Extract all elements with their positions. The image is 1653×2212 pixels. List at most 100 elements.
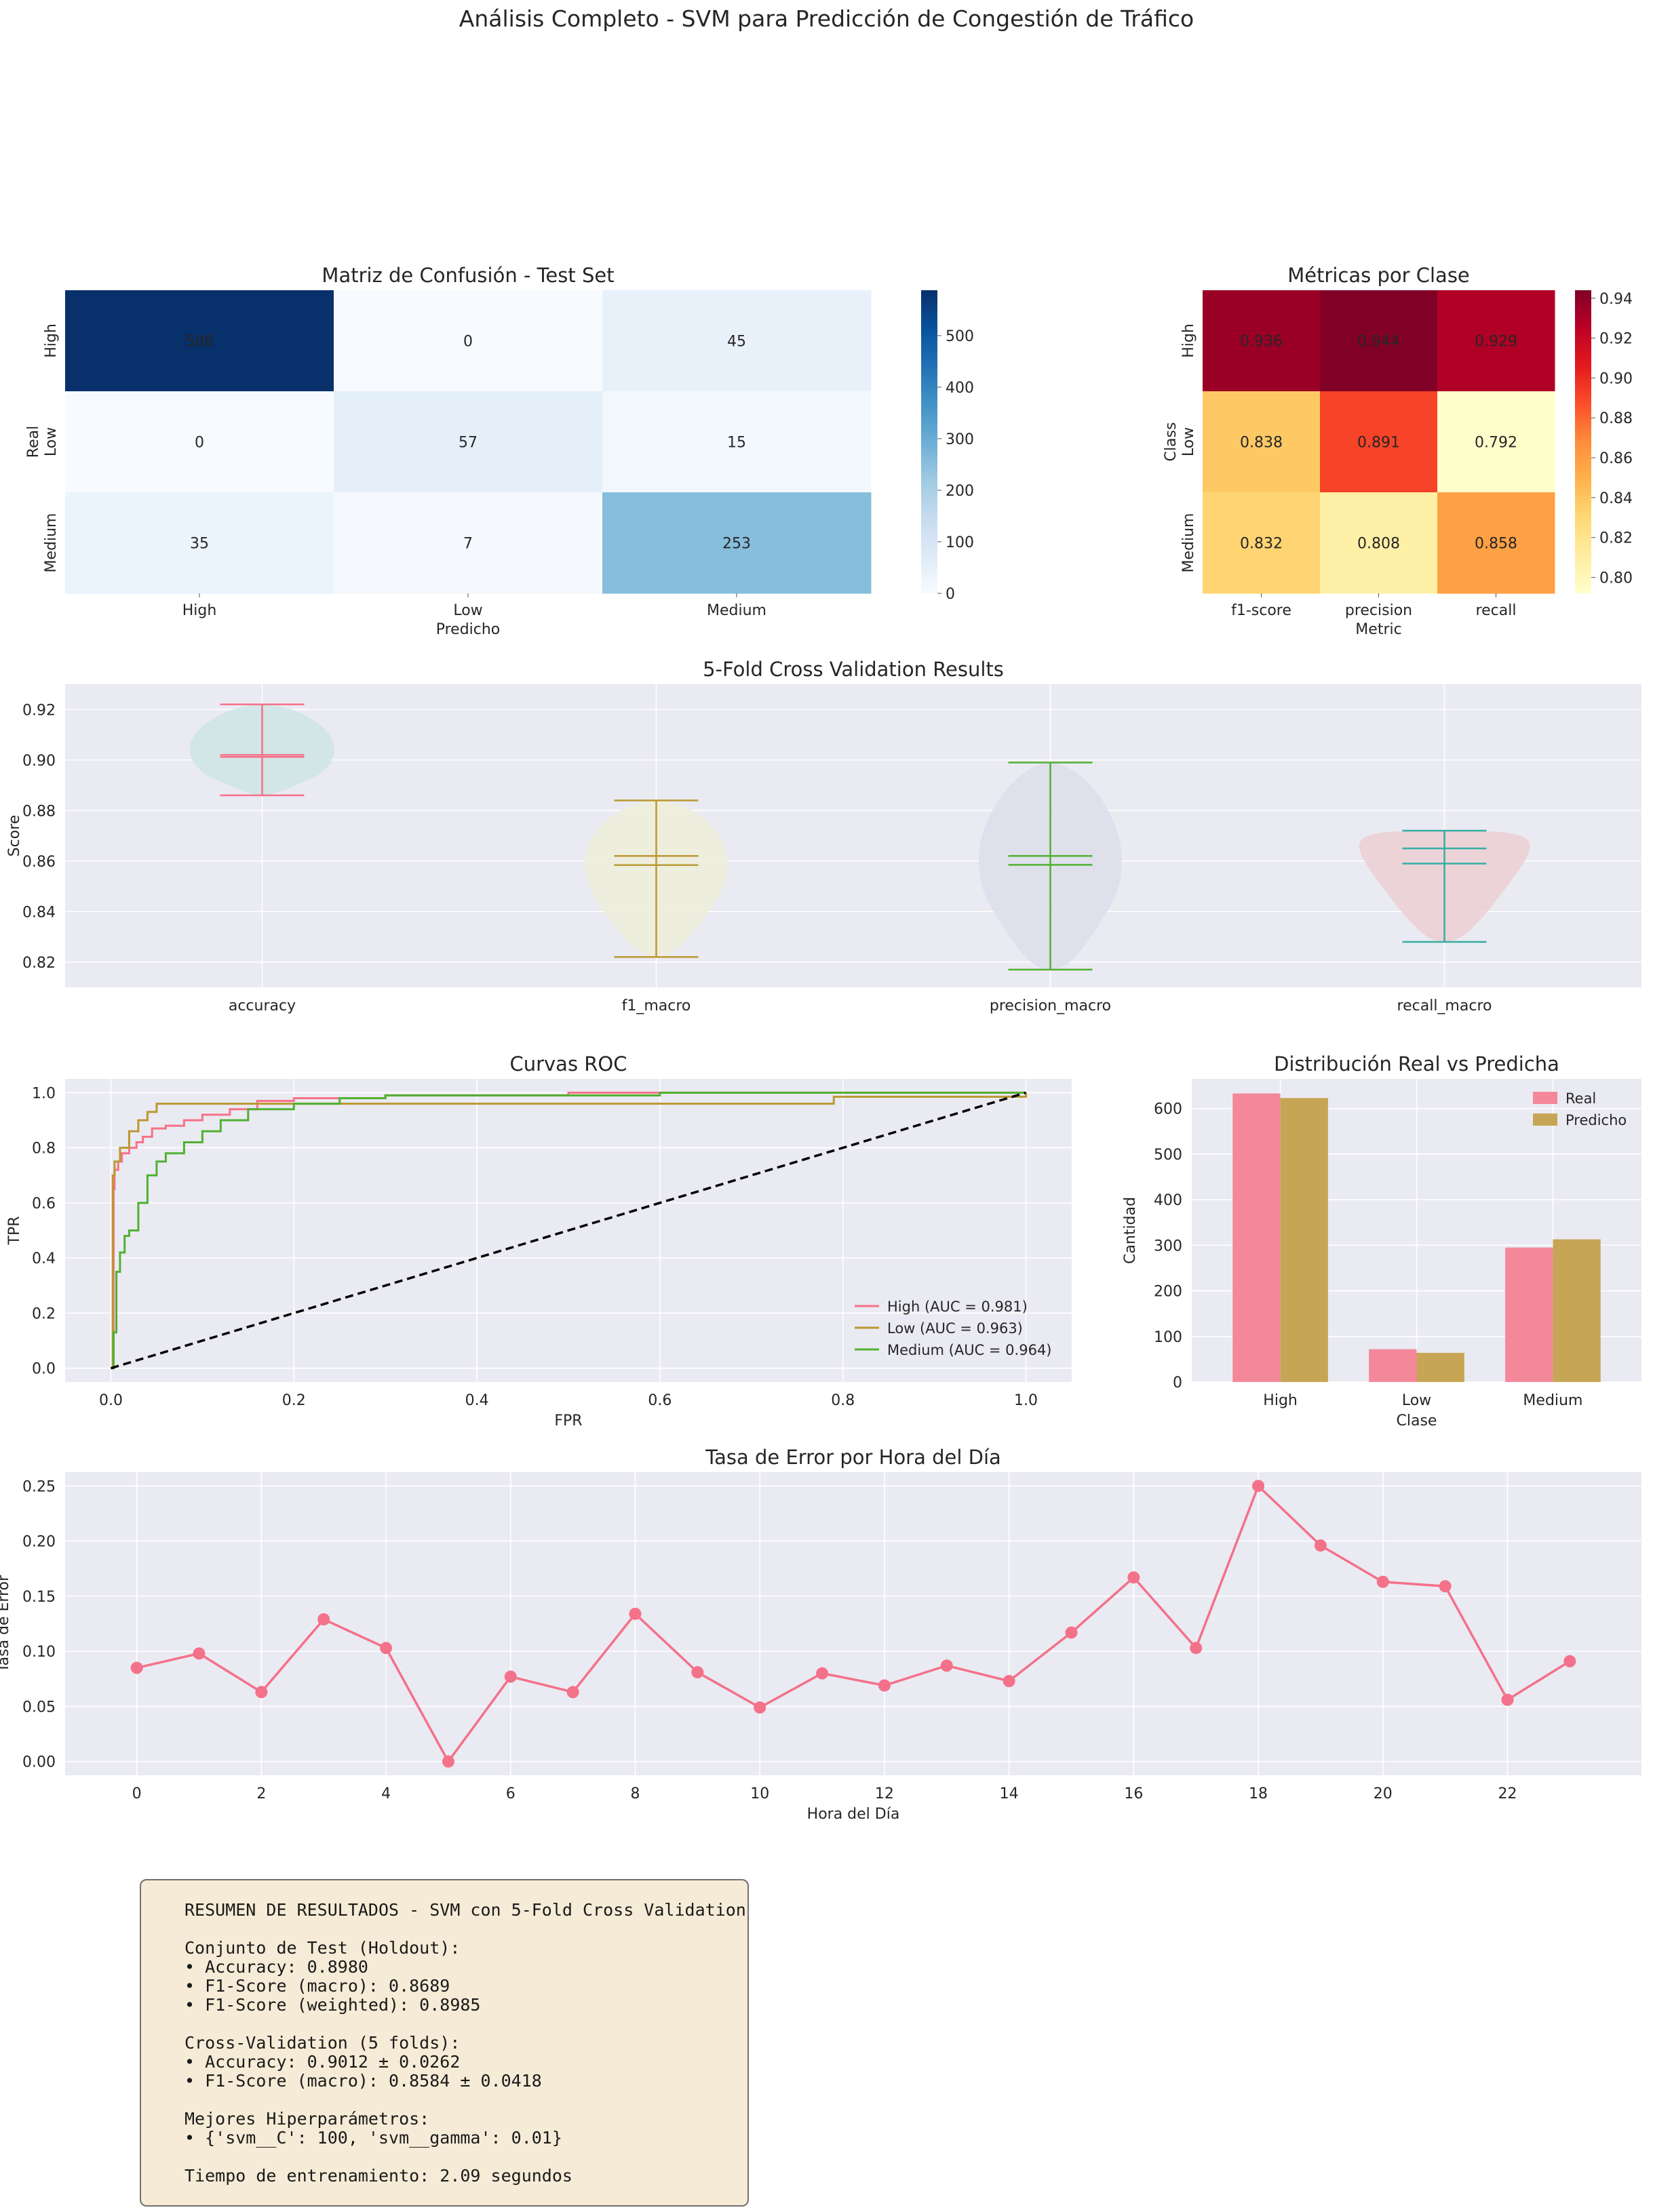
cv-violin-group: 5-Fold Cross Validation Results 0.82 0.84 0… [6,658,1641,1014]
confusion-matrix-cell-label: 57 [459,435,478,452]
roc-xlabel: FPR [554,1413,582,1429]
distribution-ytick-label: 100 [1154,1329,1182,1346]
class-metrics-cell-label: 0.936 [1240,334,1283,351]
distribution-group: Distribución Real vs Predicha 0 100 200 300 4… [1122,1052,1641,1429]
class-metrics-colorbar-label: 0.82 [1599,530,1633,547]
class-metrics-col-label: precision [1345,602,1412,619]
class-metrics-cell [1320,492,1438,594]
confusion-matrix-title: Matriz de Confusión - Test Set [322,264,614,287]
class-metrics-col-label: recall [1476,602,1517,619]
distribution-ytick-label: 500 [1154,1147,1182,1164]
confusion-matrix-col-label: Low [453,602,482,619]
roc-group: Curvas ROC 0.0 0.2 0.4 0.6 0.8 1.0 0.0 0.2 0.4 0.6… [6,1052,1072,1429]
error-rate-xtick-label: 12 [875,1785,894,1802]
error-rate-point [130,1661,143,1674]
confusion-matrix-colorbar-label: 300 [946,431,974,448]
cv-violin-ytick-label: 0.86 [22,854,56,871]
error-rate-point [255,1686,268,1699]
error-rate-xtick-label: 22 [1498,1785,1517,1802]
distribution-legend-label: Predicho [1566,1112,1627,1128]
distribution-bar [1505,1247,1553,1382]
error-rate-point [193,1647,206,1660]
error-rate-point [1314,1539,1327,1552]
cv-violin-ytick-label: 0.82 [22,955,56,972]
confusion-matrix-cell [334,290,603,392]
summary-line: • F1-Score (macro): 0.8689 [184,1976,450,1996]
cv-violin-ylabel: Score [6,815,23,857]
distribution-bar [1416,1352,1464,1382]
confusion-matrix-cell [602,290,872,392]
roc-xtick-label: 0.2 [282,1392,306,1409]
confusion-matrix-cell-label: 0 [195,435,204,452]
confusion-matrix-colorbar-label: 400 [946,380,974,397]
error-rate-point [317,1613,330,1625]
summary-line: • F1-Score (weighted): 0.8985 [184,1995,481,2015]
confusion-matrix-xlabel: Predicho [436,621,501,638]
confusion-matrix-cell [65,391,334,493]
error-rate-point [1003,1675,1015,1688]
distribution-xtick-label: Medium [1523,1392,1582,1409]
class-metrics-col-label: f1-score [1231,602,1291,619]
class-metrics-title: Métricas por Clase [1287,264,1470,287]
confusion-matrix-ylabel: Real [25,426,42,458]
distribution-legend-swatch [1533,1092,1557,1104]
confusion-matrix-row-label: Medium [43,513,60,573]
error-rate-point [442,1755,454,1768]
roc-ytick-label: 1.0 [32,1085,56,1102]
class-metrics-colorbar-label: 0.84 [1599,490,1633,507]
error-rate-ytick-label: 0.10 [22,1644,56,1661]
roc-title: Curvas ROC [509,1052,627,1075]
summary-line: • {'svm__C': 100, 'svm__gamma': 0.01} [184,2128,562,2148]
roc-ytick-label: 0.0 [32,1361,56,1378]
distribution-ytick-label: 400 [1154,1192,1182,1209]
class-metrics-colorbar-label: 0.88 [1599,410,1633,427]
class-metrics-colorbar-label: 0.92 [1599,331,1633,348]
error-rate-point [1439,1580,1452,1593]
cv-violin-ytick-label: 0.90 [22,753,56,770]
confusion-matrix-row-label: Low [43,427,60,456]
class-metrics-cell-label: 0.891 [1357,435,1400,452]
class-metrics-cell [1320,290,1438,392]
distribution-bar [1553,1239,1601,1382]
summary-line [184,2015,747,2034]
confusion-matrix-col-label: High [182,602,217,619]
class-metrics-cell [1437,391,1555,493]
roc-ytick-label: 0.6 [32,1196,56,1212]
error-rate-point [754,1701,766,1714]
error-rate-ylabel: Tasa de Error [0,1575,12,1673]
error-rate-ytick-label: 0.05 [22,1699,56,1716]
roc-series-line [111,1092,1028,1370]
error-rate-xtick-label: 20 [1374,1785,1393,1802]
distribution-ytick-label: 600 [1154,1101,1182,1118]
error-rate-xtick-label: 10 [750,1785,769,1802]
summary-line: • Accuracy: 0.8980 [184,1957,368,1977]
cv-violin-ytick-label: 0.92 [22,702,56,719]
summary-box: RESUMEN DE RESULTADOS - SVM con 5-Fold C… [140,1879,749,2207]
confusion-matrix-row-label: High [43,323,60,358]
cv-violin-ytick-label: 0.88 [22,803,56,820]
summary-line: • F1-Score (macro): 0.8584 ± 0.0418 [184,2071,542,2091]
cv-violin-xtick-label: recall_macro [1397,998,1492,1014]
error-rate-ytick-label: 0.00 [22,1754,56,1771]
class-metrics-colorbar-label: 0.94 [1599,291,1633,308]
roc-ytick-label: 0.8 [32,1141,56,1158]
figure-title: Análisis Completo - SVM para Predicción … [459,5,1194,32]
distribution-legend-label: Real [1566,1090,1596,1107]
confusion-matrix-cell-label: 253 [722,536,751,553]
error-rate-ytick-label: 0.20 [22,1534,56,1551]
class-metrics-cell [1437,492,1555,594]
confusion-matrix-cell-label: 45 [727,334,746,351]
confusion-matrix-colorbar-label: 200 [946,483,974,500]
summary-line: RESUMEN DE RESULTADOS - SVM con 5-Fold C… [184,1900,746,1920]
error-rate-point [1190,1642,1203,1655]
class-metrics-colorbar-label: 0.86 [1599,450,1633,467]
class-metrics-cell-label: 0.832 [1240,536,1283,553]
roc-xtick-label: 1.0 [1014,1392,1038,1409]
class-metrics-cell [1203,391,1321,493]
class-metrics-cell-label: 0.792 [1475,435,1517,452]
error-rate-xtick-label: 2 [256,1785,266,1802]
class-metrics-row-label: High [1180,323,1197,358]
error-rate-xtick-label: 18 [1249,1785,1268,1802]
error-rate-point [1376,1575,1389,1588]
distribution-ytick-label: 300 [1154,1238,1182,1255]
